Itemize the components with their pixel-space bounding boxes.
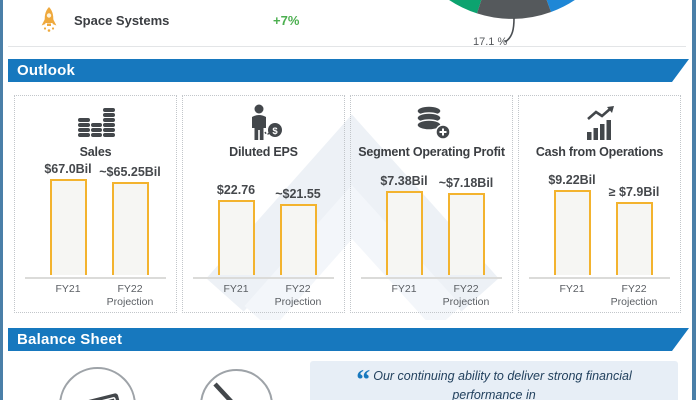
chart-baseline — [193, 277, 334, 279]
axis-label-fy21: FY21 — [559, 283, 585, 295]
balance-item-circle — [200, 369, 273, 400]
bar-value-label: $9.22Bil — [548, 173, 596, 187]
panel-segment-operating-profit: Segment Operating Profit $7.38Bil ~$7.18… — [350, 95, 513, 313]
chart-baseline — [529, 277, 670, 279]
outlook-section-header: Outlook — [8, 59, 689, 82]
rocket-icon — [41, 7, 57, 32]
pie-chart — [449, 0, 575, 43]
panel-sales: Sales $67.0Bil ~$65.25Bil FY21 FY22 Proj… — [14, 95, 177, 313]
coins-plus-icon — [415, 105, 451, 140]
bar-value-label: $67.0Bil — [44, 162, 92, 176]
balance-sheet-section-header: Balance Sheet — [8, 328, 689, 351]
axis-label-fy21: FY21 — [391, 283, 417, 295]
pie-slice-percentage-label: 17.1 % — [473, 36, 508, 48]
bar-fy22 — [279, 204, 317, 275]
bar-fy21 — [553, 190, 591, 275]
axis-label-fy22: FY22 Projection — [442, 283, 490, 309]
svg-text:$: $ — [272, 126, 278, 137]
chart-baseline — [25, 277, 166, 279]
bar-fy21 — [49, 179, 87, 275]
pie-slice-gray — [477, 0, 551, 19]
banknote-icon — [72, 392, 123, 400]
right-page-border — [692, 0, 696, 400]
bar-value-label: ≥ $7.9Bil — [608, 185, 660, 199]
bar-value-label: $7.38Bil — [380, 174, 428, 188]
left-page-border — [0, 0, 3, 400]
quote-block: “Our continuing ability to deliver stron… — [310, 361, 678, 400]
chart-growth-icon — [586, 106, 614, 140]
bar-value-label: $22.76 — [216, 183, 256, 197]
bar-fy22 — [615, 202, 653, 275]
segment-label: Space Systems — [74, 13, 170, 28]
bar-value-label: ~$7.18Bil — [438, 176, 494, 190]
panel-title: Cash from Operations — [535, 145, 664, 159]
bar-value-label: ~$65.25Bil — [99, 165, 161, 179]
segment-row-space-systems: Space Systems +7% — [8, 0, 686, 47]
bar-fy21 — [385, 191, 423, 275]
card-pen-icon — [211, 380, 236, 400]
pie-slice-green — [449, 0, 482, 14]
person-dollar-icon: $ — [251, 104, 282, 140]
bar-fy22 — [111, 182, 149, 275]
bar-fy22 — [447, 193, 485, 275]
panel-cash-from-operations: Cash from Operations $9.22Bil ≥ $7.9Bil … — [518, 95, 681, 313]
bar-value-label: ~$21.55 — [275, 187, 321, 201]
coins-stack-icon — [77, 108, 115, 137]
axis-label-fy22: FY22 Projection — [610, 283, 658, 309]
quote-text: “Our continuing ability to deliver stron… — [356, 365, 632, 400]
axis-label-fy22: FY22 Projection — [106, 283, 154, 309]
panel-title: Sales — [79, 145, 112, 159]
balance-item-circle — [59, 367, 136, 400]
pie-slice-blue — [546, 0, 575, 12]
panel-diluted-eps: $ Diluted EPS $22.76 ~$21.55 FY21 FY22 P… — [182, 95, 345, 313]
quote-mark-icon: “ — [356, 365, 371, 396]
pie-callout-line — [504, 17, 515, 43]
panel-title: Diluted EPS — [229, 145, 298, 159]
chart-baseline — [361, 277, 502, 279]
axis-label-fy22: FY22 Projection — [274, 283, 322, 309]
axis-label-fy21: FY21 — [55, 283, 81, 295]
segment-change-value: +7% — [273, 13, 300, 28]
axis-label-fy21: FY21 — [223, 283, 249, 295]
bar-fy21 — [217, 200, 255, 275]
panel-title: Segment Operating Profit — [358, 145, 505, 159]
